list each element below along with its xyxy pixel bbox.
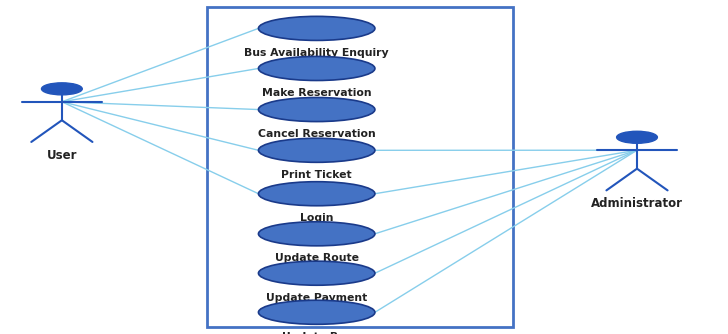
Text: Print Ticket: Print Ticket — [281, 170, 352, 180]
Ellipse shape — [258, 16, 375, 40]
Text: Update Route: Update Route — [274, 253, 359, 263]
Text: Login: Login — [300, 213, 333, 223]
Text: Administrator: Administrator — [591, 197, 683, 210]
Text: Bus Availability Enquiry: Bus Availability Enquiry — [245, 48, 389, 58]
Ellipse shape — [258, 300, 375, 324]
Ellipse shape — [258, 98, 375, 122]
FancyBboxPatch shape — [207, 7, 513, 327]
Ellipse shape — [258, 222, 375, 246]
Ellipse shape — [258, 138, 375, 162]
Text: Cancel Reservation: Cancel Reservation — [258, 129, 376, 139]
Ellipse shape — [258, 261, 375, 285]
Text: User: User — [47, 149, 77, 162]
Ellipse shape — [617, 131, 657, 143]
Ellipse shape — [41, 83, 82, 95]
Text: Make Reservation: Make Reservation — [262, 88, 371, 98]
Text: Update Payment: Update Payment — [266, 293, 368, 303]
Ellipse shape — [258, 56, 375, 80]
Ellipse shape — [258, 182, 375, 206]
Text: Update Bus: Update Bus — [282, 332, 352, 334]
